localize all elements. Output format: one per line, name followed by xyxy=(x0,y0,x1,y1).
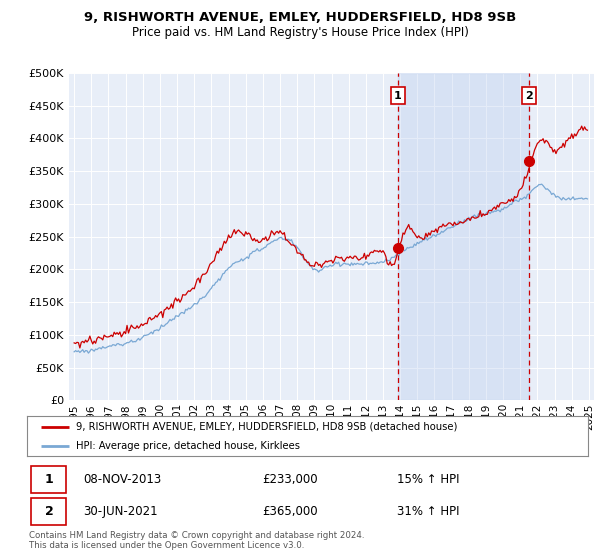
Text: HPI: Average price, detached house, Kirklees: HPI: Average price, detached house, Kirk… xyxy=(76,441,301,450)
Text: Price paid vs. HM Land Registry's House Price Index (HPI): Price paid vs. HM Land Registry's House … xyxy=(131,26,469,39)
Text: £233,000: £233,000 xyxy=(263,473,318,486)
Bar xyxy=(398,73,529,400)
Text: 08-NOV-2013: 08-NOV-2013 xyxy=(83,473,161,486)
Text: 31% ↑ HPI: 31% ↑ HPI xyxy=(397,505,460,518)
Text: 15% ↑ HPI: 15% ↑ HPI xyxy=(397,473,460,486)
FancyBboxPatch shape xyxy=(31,498,66,525)
Text: 1: 1 xyxy=(394,91,401,101)
Text: 1: 1 xyxy=(44,473,53,486)
Text: 2: 2 xyxy=(44,505,53,518)
Text: Contains HM Land Registry data © Crown copyright and database right 2024.
This d: Contains HM Land Registry data © Crown c… xyxy=(29,531,364,550)
FancyBboxPatch shape xyxy=(31,466,66,493)
Text: 30-JUN-2021: 30-JUN-2021 xyxy=(83,505,158,518)
Text: £365,000: £365,000 xyxy=(263,505,318,518)
Text: 2: 2 xyxy=(525,91,533,101)
Text: 9, RISHWORTH AVENUE, EMLEY, HUDDERSFIELD, HD8 9SB (detached house): 9, RISHWORTH AVENUE, EMLEY, HUDDERSFIELD… xyxy=(76,422,458,432)
Text: 9, RISHWORTH AVENUE, EMLEY, HUDDERSFIELD, HD8 9SB: 9, RISHWORTH AVENUE, EMLEY, HUDDERSFIELD… xyxy=(84,11,516,24)
